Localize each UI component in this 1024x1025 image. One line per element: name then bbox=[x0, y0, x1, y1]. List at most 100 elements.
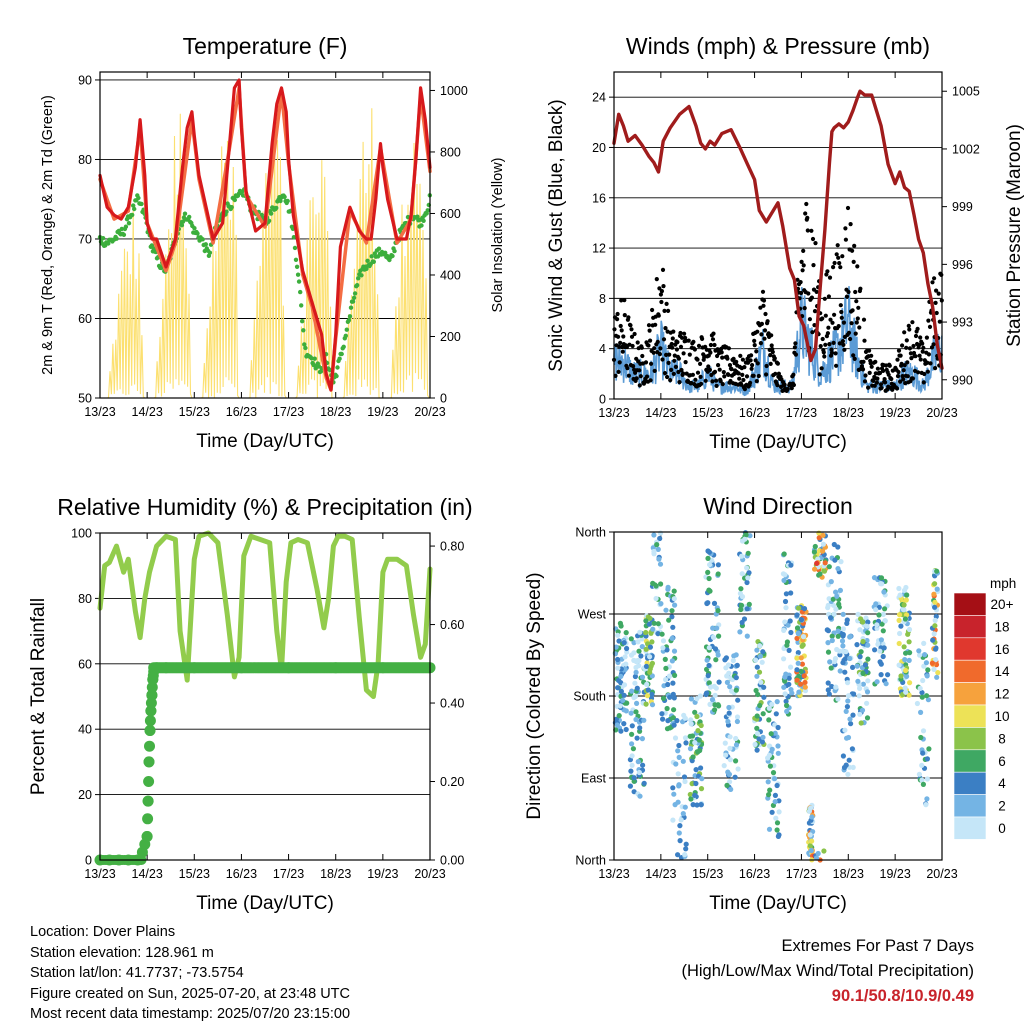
plot-border bbox=[613, 71, 943, 400]
gust-point bbox=[762, 328, 768, 333]
x-tick-label: 14/23 bbox=[645, 406, 676, 420]
x-tick-label: 18/23 bbox=[320, 405, 351, 419]
direction-point bbox=[677, 838, 683, 844]
direction-point bbox=[901, 602, 907, 608]
gust-point bbox=[846, 289, 851, 295]
direction-point bbox=[772, 792, 779, 799]
direction-point bbox=[931, 666, 937, 673]
direction-point bbox=[876, 612, 882, 618]
direction-point bbox=[882, 618, 888, 624]
direction-point bbox=[896, 617, 902, 624]
direction-point bbox=[878, 661, 884, 667]
gust-point bbox=[926, 352, 932, 357]
gust-point bbox=[657, 352, 663, 357]
direction-point bbox=[715, 562, 722, 568]
direction-point bbox=[919, 690, 925, 696]
direction-point bbox=[932, 623, 938, 629]
direction-point bbox=[629, 731, 635, 737]
direction-point bbox=[665, 681, 671, 688]
gust-point bbox=[823, 342, 828, 347]
gust-point bbox=[831, 265, 836, 270]
direction-point bbox=[670, 680, 676, 686]
legend-swatch bbox=[953, 727, 987, 751]
y2-axis-label: Station Pressure (Maroon) bbox=[1004, 124, 1024, 347]
direction-point bbox=[759, 659, 765, 665]
direction-point bbox=[678, 817, 684, 823]
direction-point bbox=[657, 530, 664, 536]
direction-point bbox=[630, 746, 637, 752]
y2-tick-label: 600 bbox=[440, 207, 461, 221]
direction-point bbox=[880, 653, 886, 660]
gust-point bbox=[895, 374, 901, 379]
x-tick-label: 16/23 bbox=[739, 867, 770, 881]
direction-point bbox=[639, 644, 645, 650]
winds-panel: Winds (mph) & Pressure (mb) 13/23 14/23 15/… bbox=[546, 33, 1024, 453]
gust-point bbox=[712, 342, 717, 348]
direction-point bbox=[624, 645, 630, 652]
direction-point bbox=[920, 781, 927, 788]
extremes-values: 90.1/50.8/10.9/0.49 bbox=[831, 987, 974, 1005]
gust-point bbox=[845, 205, 851, 211]
legend-label: 8 bbox=[998, 731, 1006, 746]
direction-point bbox=[669, 635, 675, 641]
direction-point bbox=[844, 735, 850, 741]
direction-point bbox=[657, 561, 664, 567]
gust-point bbox=[749, 353, 754, 358]
direction-point bbox=[904, 612, 910, 618]
gust-point bbox=[814, 289, 819, 294]
direction-point bbox=[738, 606, 744, 613]
precip-point bbox=[144, 715, 156, 727]
direction-point bbox=[881, 645, 887, 651]
direction-point bbox=[924, 693, 930, 699]
gust-point bbox=[622, 298, 627, 303]
direction-point bbox=[746, 570, 752, 576]
gust-point bbox=[671, 329, 676, 334]
latlon-text: Station lat/lon: 41.7737; -73.5754 bbox=[30, 965, 244, 982]
direction-point bbox=[830, 596, 836, 602]
direction-point bbox=[647, 654, 653, 660]
direction-point bbox=[643, 701, 649, 707]
direction-point bbox=[698, 802, 704, 808]
x-tick-label: 17/23 bbox=[786, 406, 817, 420]
direction-point bbox=[738, 602, 745, 609]
gust-point bbox=[643, 360, 649, 365]
direction-point bbox=[918, 709, 924, 716]
gust-point bbox=[917, 353, 922, 358]
gust-point bbox=[748, 358, 753, 363]
direction-point bbox=[698, 786, 705, 792]
legend-label: 16 bbox=[994, 642, 1009, 657]
gust-point bbox=[825, 269, 830, 274]
precip-series bbox=[94, 662, 436, 866]
gust-point bbox=[896, 348, 902, 353]
gust-point bbox=[721, 370, 726, 375]
direction-point bbox=[896, 585, 902, 592]
x-tick-label: 16/23 bbox=[739, 406, 770, 420]
y-tick-label: 16 bbox=[592, 191, 606, 205]
y-tick-label: 60 bbox=[78, 312, 92, 326]
direction-point bbox=[924, 796, 930, 802]
y2-tick-label: 0.60 bbox=[440, 618, 464, 632]
gust-point bbox=[827, 342, 832, 347]
y-tick-label: South bbox=[573, 690, 606, 704]
direction-point bbox=[727, 734, 733, 740]
direction-point bbox=[798, 668, 804, 675]
gust-point bbox=[829, 350, 835, 355]
gust-point bbox=[887, 363, 892, 368]
direction-point bbox=[757, 653, 764, 659]
legend-label: 12 bbox=[994, 687, 1009, 702]
direction-point bbox=[744, 565, 750, 571]
plot-border bbox=[613, 531, 943, 861]
gust-point bbox=[666, 308, 671, 313]
direction-point bbox=[901, 644, 907, 650]
direction-point bbox=[715, 571, 721, 577]
gust-point bbox=[712, 369, 718, 374]
gust-point bbox=[835, 243, 840, 248]
gust-point bbox=[646, 323, 652, 328]
direction-point bbox=[896, 662, 902, 668]
direction-point bbox=[923, 802, 929, 808]
gust-point bbox=[696, 343, 702, 348]
direction-point bbox=[706, 662, 712, 669]
direction-point bbox=[629, 688, 635, 694]
y2-tick-label: 0.00 bbox=[440, 854, 464, 868]
direction-point bbox=[706, 645, 712, 651]
